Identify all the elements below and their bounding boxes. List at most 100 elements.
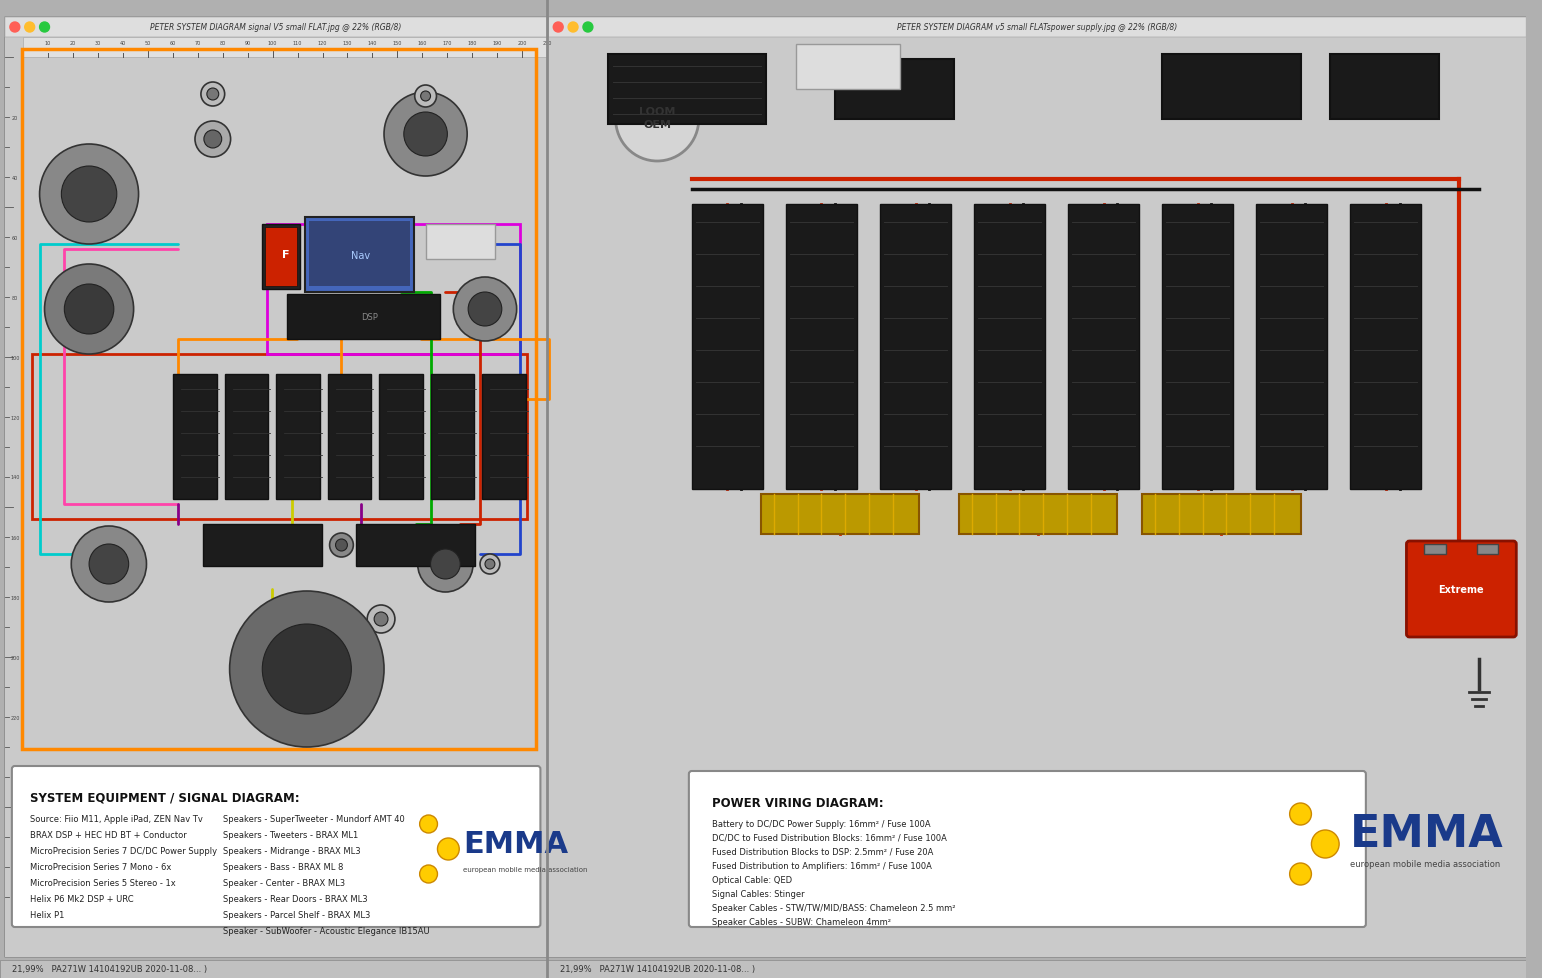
Bar [1163,204,1234,490]
Text: MicroPrecision Series 5 Stereo - 1x: MicroPrecision Series 5 Stereo - 1x [29,878,176,887]
Text: 140: 140 [369,41,378,46]
Circle shape [419,816,438,833]
Circle shape [567,22,578,33]
Text: 30: 30 [94,41,100,46]
Bar [959,495,1118,534]
Text: Speakers - Parcel Shelf - BRAX ML3: Speakers - Parcel Shelf - BRAX ML3 [222,911,370,919]
Bar [32,355,526,519]
Text: european mobile media association: european mobile media association [1351,860,1500,868]
Text: PETER SYSTEM DIAGRAM v5 small FLATspower supply.jpg @ 22% (RGB/8): PETER SYSTEM DIAGRAM v5 small FLATspower… [897,23,1178,32]
Text: 140: 140 [11,475,20,480]
Text: 40: 40 [12,175,19,180]
Bar [308,222,410,287]
Text: 240: 240 [11,775,20,779]
Text: 80: 80 [12,295,19,300]
Text: 200: 200 [11,655,20,660]
Text: POWER VIRING DIAGRAM:: POWER VIRING DIAGRAM: [711,796,884,809]
Bar [1163,55,1300,120]
Bar [692,204,763,490]
Bar [796,45,899,90]
Circle shape [71,526,146,602]
FancyBboxPatch shape [5,18,547,38]
Bar [880,204,951,490]
Circle shape [469,292,501,327]
Text: 280: 280 [11,895,20,900]
Text: 190: 190 [493,41,503,46]
Text: LOOM: LOOM [638,107,675,117]
Bar [608,55,766,125]
Text: 40: 40 [120,41,126,46]
Text: Helix P1: Helix P1 [29,911,65,919]
Bar [305,218,413,292]
Text: SYSTEM EQUIPMENT / SIGNAL DIAGRAM:: SYSTEM EQUIPMENT / SIGNAL DIAGRAM: [29,791,299,804]
Text: 20: 20 [12,115,19,120]
Bar [426,225,495,260]
Text: 170: 170 [443,41,452,46]
Text: 80: 80 [219,41,225,46]
Text: 130: 130 [342,41,352,46]
Bar [762,495,919,534]
FancyBboxPatch shape [12,766,540,927]
Circle shape [9,22,20,33]
Circle shape [615,78,699,161]
Bar [173,375,217,500]
Circle shape [230,592,384,747]
Circle shape [194,122,231,157]
Circle shape [486,559,495,569]
Circle shape [287,649,327,689]
Bar [5,18,547,957]
Text: Fused Distribution to Amplifiers: 16mm² / Fuse 100A: Fused Distribution to Amplifiers: 16mm² … [711,861,931,870]
Text: Extreme: Extreme [1439,585,1485,595]
Text: Optical Cable: QED: Optical Cable: QED [711,875,791,884]
Bar [1143,495,1300,534]
Text: BRAX DSP + HEC HD BT + Conductor: BRAX DSP + HEC HD BT + Conductor [29,830,187,839]
Text: Battery to DC/DC Power Supply: 16mm² / Fuse 100A: Battery to DC/DC Power Supply: 16mm² / F… [711,820,930,828]
Text: Signal Cables: Stinger: Signal Cables: Stinger [711,889,805,898]
Bar [204,524,322,566]
Bar [262,225,299,289]
Bar [483,375,526,500]
Circle shape [1289,864,1311,885]
Bar [1331,55,1439,120]
Text: DC/DC to Fused Distribution Blocks: 16mm² / Fuse 100A: DC/DC to Fused Distribution Blocks: 16mm… [711,833,947,842]
Circle shape [40,145,139,244]
Text: Speakers - Tweeters - BRAX ML1: Speakers - Tweeters - BRAX ML1 [222,830,358,839]
Bar [267,225,520,355]
Text: 100: 100 [268,41,278,46]
Circle shape [418,537,473,593]
Text: Helix P6 Mk2 DSP + URC: Helix P6 Mk2 DSP + URC [29,894,133,903]
FancyBboxPatch shape [549,18,1527,38]
Text: Source: Fiio M11, Apple iPad, ZEN Nav Tv: Source: Fiio M11, Apple iPad, ZEN Nav Tv [29,814,202,823]
Text: 150: 150 [393,41,402,46]
Circle shape [583,22,592,33]
FancyBboxPatch shape [689,772,1366,927]
Bar [836,60,954,120]
Text: Speakers - Rear Doors - BRAX ML3: Speakers - Rear Doors - BRAX ML3 [222,894,367,903]
FancyBboxPatch shape [5,18,547,957]
Text: 60: 60 [170,41,176,46]
Circle shape [200,83,225,107]
Bar [786,204,857,490]
Circle shape [65,285,114,334]
Bar [430,375,473,500]
Text: 160: 160 [11,535,20,540]
Bar [1069,204,1140,490]
Text: 21,99%   PA271W 14104192UB 2020-11-08... ): 21,99% PA271W 14104192UB 2020-11-08... ) [560,964,756,973]
Circle shape [262,624,352,714]
Circle shape [1311,830,1338,858]
Text: 20: 20 [69,41,76,46]
Text: 180: 180 [11,595,20,600]
Text: 210: 210 [543,41,552,46]
Bar [1351,204,1422,490]
Text: DSP: DSP [361,312,378,321]
Circle shape [207,89,219,101]
Text: 120: 120 [11,415,20,421]
Circle shape [430,550,460,579]
Bar [327,375,372,500]
Text: 180: 180 [467,41,476,46]
Text: MicroPrecision Series 7 Mono - 6x: MicroPrecision Series 7 Mono - 6x [29,863,171,871]
Circle shape [415,86,436,108]
Bar [356,524,475,566]
Circle shape [375,612,389,626]
Circle shape [336,540,347,552]
